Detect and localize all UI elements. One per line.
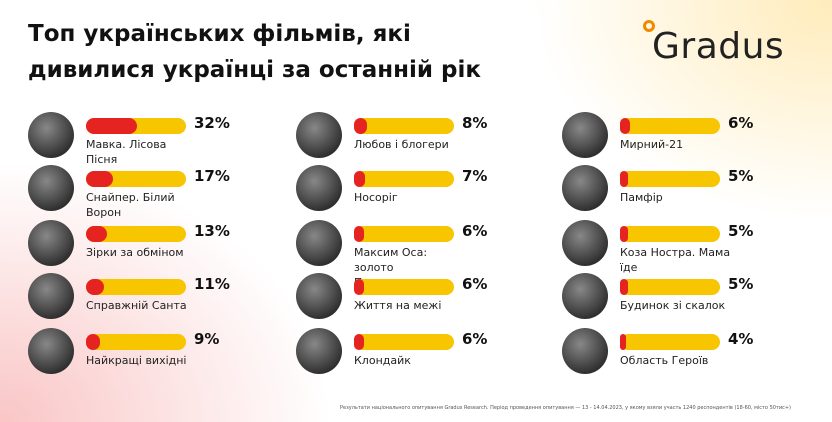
value-label: 4% (728, 330, 754, 348)
value-label: 13% (194, 222, 230, 240)
bar-track (620, 118, 720, 134)
bar-track (354, 226, 454, 242)
poster-image (28, 328, 74, 374)
film-item: 7% Носоріг (296, 165, 561, 217)
film-item: 4% Область Героїв (562, 328, 827, 380)
poster-image (28, 165, 74, 211)
bar-track (620, 334, 720, 350)
bar (620, 334, 627, 350)
logo: Gradus (652, 26, 785, 67)
film-item: 13% Зірки за обміном (28, 220, 293, 272)
poster-image (562, 328, 608, 374)
bar-track (86, 279, 186, 295)
bar-track (354, 118, 454, 134)
bar (620, 279, 628, 295)
chart-title: Топ українських фільмів, які дивилися ук… (28, 21, 481, 83)
value-label: 7% (462, 167, 488, 185)
film-item: 8% Любов і блогери (296, 112, 561, 164)
value-label: 6% (462, 275, 488, 293)
bar (354, 226, 364, 242)
value-label: 9% (194, 330, 220, 348)
film-name: Справжній Санта (86, 299, 187, 312)
bar-track (86, 171, 186, 187)
value-label: 17% (194, 167, 230, 185)
film-name: Памфір (620, 191, 663, 204)
poster-image (296, 220, 342, 266)
film-item: 5% Будинок зі скалок (562, 273, 827, 325)
bar (354, 279, 364, 295)
film-item: 6% Клондайк (296, 328, 561, 380)
poster-image (296, 328, 342, 374)
poster-image (28, 220, 74, 266)
bar-track (354, 171, 454, 187)
value-label: 6% (728, 114, 754, 132)
bar (86, 171, 114, 187)
value-label: 8% (462, 114, 488, 132)
film-item: 17% Снайпер. Білий Ворон (28, 165, 293, 219)
logo-mark (643, 20, 655, 32)
film-name: Найкращі вихідні (86, 354, 187, 367)
poster-image (28, 273, 74, 319)
film-name: Мирний-21 (620, 138, 684, 151)
film-item: 6% Мирний-21 (562, 112, 827, 164)
film-item: 5% Коза Ностра. Мама їде (562, 220, 827, 274)
film-item: 9% Найкращі вихідні (28, 328, 293, 380)
bar (620, 118, 630, 134)
bar (354, 118, 367, 134)
bar-track (620, 171, 720, 187)
poster-image (296, 165, 342, 211)
bar (86, 334, 101, 350)
bar-track (620, 279, 720, 295)
footnote: Результати національного опитування Grad… (340, 405, 791, 411)
value-label: 11% (194, 275, 230, 293)
value-label: 5% (728, 222, 754, 240)
film-name: Клондайк (354, 354, 411, 367)
value-label: 5% (728, 167, 754, 185)
bar (354, 334, 364, 350)
bar-track (86, 118, 186, 134)
film-item: 6%Максим Оса: золото Песиголовця (296, 220, 561, 289)
bar (86, 279, 104, 295)
poster-image (562, 273, 608, 319)
film-name: Зірки за обміном (86, 246, 184, 259)
poster-image (562, 112, 608, 158)
film-item: 6% Життя на межі (296, 273, 561, 325)
bar (354, 171, 366, 187)
film-item: 5% Памфір (562, 165, 827, 217)
film-name: Будинок зі скалок (620, 299, 726, 312)
film-name: Носоріг (354, 191, 398, 204)
bar-track (620, 226, 720, 242)
bar-track (354, 279, 454, 295)
bar (620, 171, 628, 187)
poster-image (296, 273, 342, 319)
value-label: 32% (194, 114, 230, 132)
film-name: Мавка. Лісова Пісня (86, 138, 167, 166)
value-label: 6% (462, 222, 488, 240)
bar-track (86, 334, 186, 350)
bar (86, 226, 107, 242)
film-name: Любов і блогери (354, 138, 449, 151)
value-label: 6% (462, 330, 488, 348)
film-name: Снайпер. Білий Ворон (86, 191, 175, 219)
bar (86, 118, 138, 134)
poster-image (562, 165, 608, 211)
film-item: 32% Мавка. Лісова Пісня (28, 112, 293, 166)
bar-track (354, 334, 454, 350)
bar (620, 226, 628, 242)
film-name: Область Героїв (620, 354, 709, 367)
poster-image (296, 112, 342, 158)
bar-track (86, 226, 186, 242)
value-label: 5% (728, 275, 754, 293)
poster-image (562, 220, 608, 266)
film-item: 11% Справжній Санта (28, 273, 293, 325)
film-name: Життя на межі (354, 299, 442, 312)
film-name: Коза Ностра. Мама їде (620, 246, 731, 274)
poster-image (28, 112, 74, 158)
